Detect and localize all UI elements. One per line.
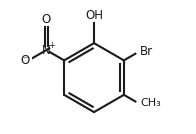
Text: CH₃: CH₃ xyxy=(140,98,161,108)
Text: +: + xyxy=(48,41,55,50)
Text: OH: OH xyxy=(85,9,103,22)
Text: O: O xyxy=(21,54,30,67)
Text: N: N xyxy=(42,44,51,57)
Text: ⁻: ⁻ xyxy=(23,55,28,65)
Text: O: O xyxy=(42,13,51,26)
Text: Br: Br xyxy=(140,45,153,58)
